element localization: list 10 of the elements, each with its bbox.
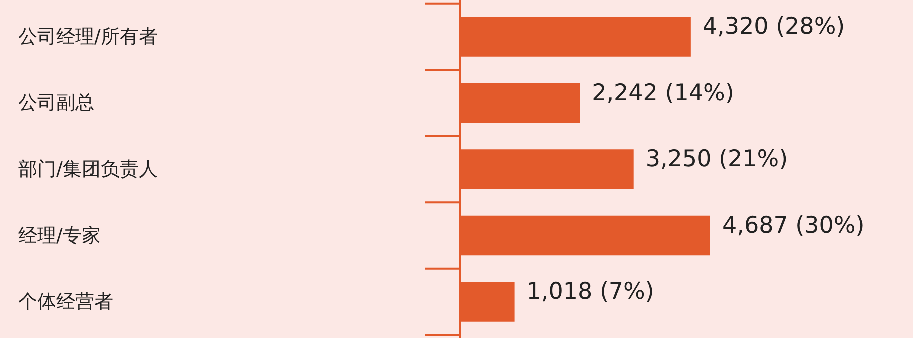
- data-label: 1,018 (7%): [526, 279, 654, 306]
- data-label: 4,320 (28%): [702, 14, 846, 40]
- y-tick-label: 公司经理/所有者: [18, 26, 158, 48]
- data-label: 4,687 (30%): [722, 212, 865, 239]
- y-tick-label: 公司副总: [18, 92, 94, 114]
- y-tick-label: 经理/专家: [18, 224, 101, 247]
- y-tick-label: 部门/集团负责人: [18, 158, 158, 180]
- data-label: 3,250 (21%): [646, 146, 788, 173]
- data-label: 2,242 (14%): [592, 80, 734, 106]
- y-tick-label: 个体经营者: [18, 291, 114, 314]
